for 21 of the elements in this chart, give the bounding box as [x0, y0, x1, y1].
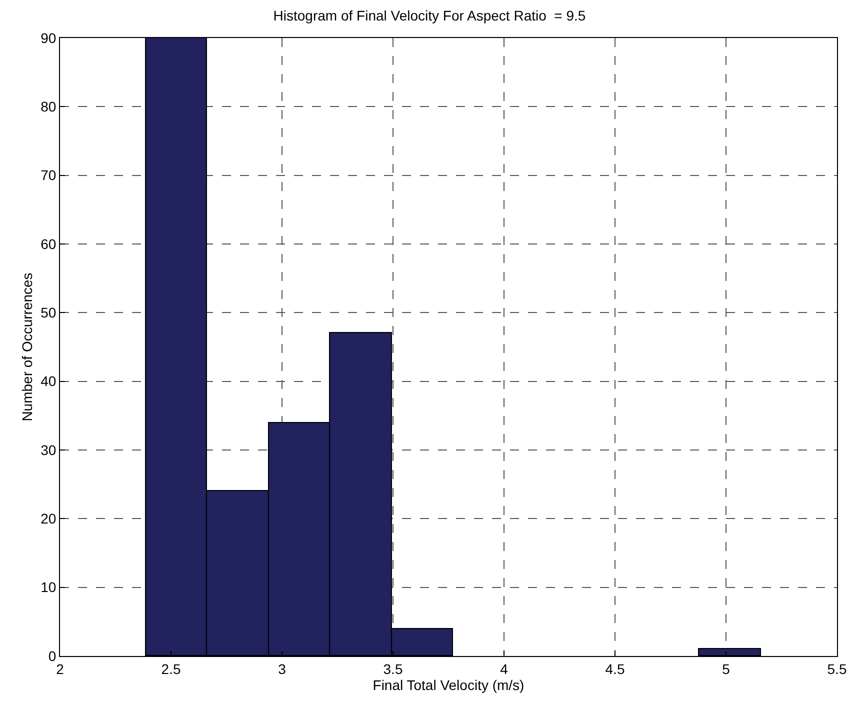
y-tick-label: 40: [40, 373, 56, 390]
y-tick-label: 80: [40, 98, 56, 115]
y-tick-label: 70: [40, 167, 56, 184]
x-tick-label: 5: [722, 660, 730, 677]
y-tick-label: 30: [40, 442, 56, 458]
x-tick-label: 2.5: [161, 660, 181, 677]
y-tick-label: 0: [48, 648, 56, 664]
x-tick-label: 3.5: [383, 660, 403, 677]
x-tick-label: 2: [56, 660, 64, 677]
y-tick-label: 90: [40, 30, 56, 46]
y-axis-title: Number of Occurrences: [19, 272, 36, 422]
x-tick-label: 3: [278, 660, 286, 677]
y-tick-label: 20: [40, 510, 56, 527]
x-tick-label: 5.5: [827, 660, 847, 677]
y-tick-label: 10: [40, 579, 56, 596]
x-tick-label: 4.5: [605, 660, 625, 677]
x-axis-title: Final Total Velocity (m/s): [372, 676, 524, 693]
y-tick-label: 60: [40, 236, 56, 252]
y-tick-label: 50: [40, 304, 56, 321]
x-tick-label: 4: [500, 660, 508, 677]
chart-title: Histogram of Final Velocity For Aspect Ratio = 9.5: [273, 7, 586, 24]
